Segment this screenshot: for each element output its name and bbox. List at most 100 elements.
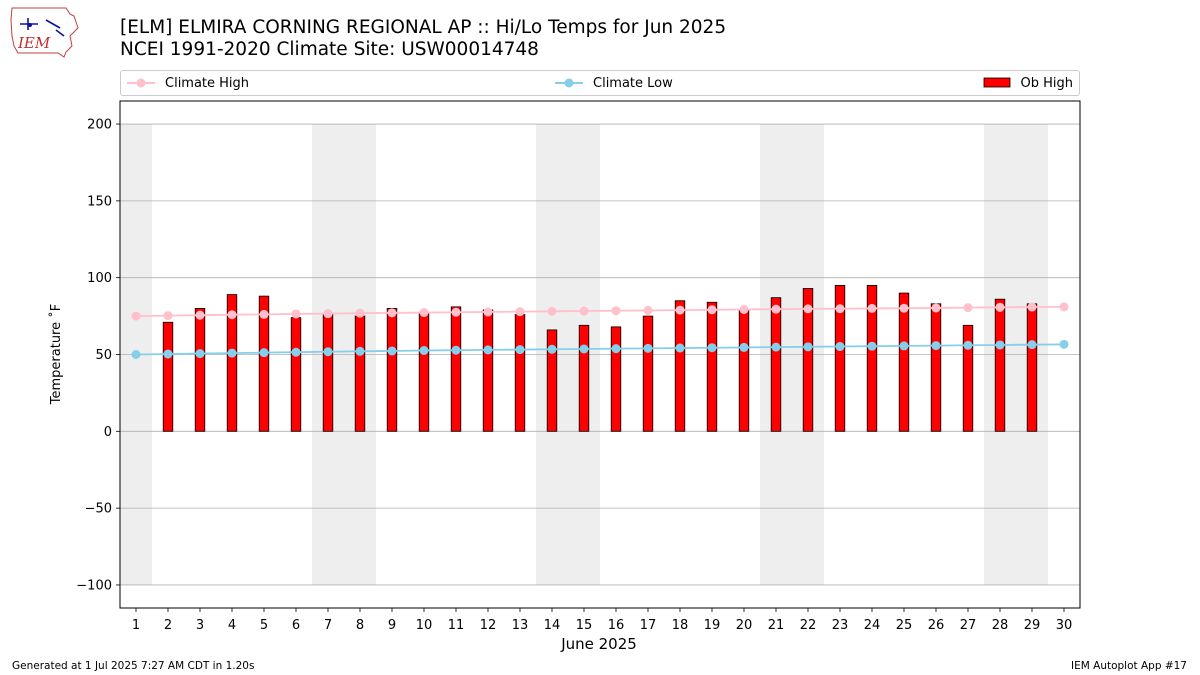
bar-ob-high <box>482 309 494 432</box>
point-climate-high <box>835 304 845 314</box>
footer-app-name: IEM Autoplot App #17 <box>1071 660 1187 672</box>
y-tick-label: 0 <box>104 425 112 440</box>
bar-ob-high <box>418 312 430 432</box>
bar-ob-high <box>290 317 302 432</box>
x-tick-label: 12 <box>480 618 497 633</box>
point-climate-low <box>675 343 685 353</box>
x-tick-label: 10 <box>416 618 433 633</box>
point-climate-high <box>707 305 717 315</box>
point-climate-high <box>1027 302 1037 312</box>
bar-ob-high <box>354 315 366 432</box>
bar-ob-high <box>514 314 526 432</box>
x-tick-label: 21 <box>768 618 785 633</box>
x-tick-label: 18 <box>672 618 689 633</box>
bar-ob-high <box>770 297 782 432</box>
point-climate-low <box>259 348 269 358</box>
point-climate-high <box>611 306 621 316</box>
x-tick-label: 28 <box>992 618 1009 633</box>
bar-ob-high <box>1026 303 1038 432</box>
bar-ob-high <box>546 329 558 432</box>
point-climate-high <box>451 307 461 317</box>
bar-ob-high <box>802 288 814 432</box>
bar-ob-high <box>450 306 462 432</box>
line-climate-low <box>135 343 1065 356</box>
line-climate-high <box>135 305 1065 317</box>
x-tick-label: 25 <box>896 618 913 633</box>
x-tick-label: 13 <box>512 618 529 633</box>
point-climate-low <box>1027 340 1037 350</box>
point-climate-high <box>131 311 141 321</box>
point-climate-high <box>963 303 973 313</box>
x-tick-label: 11 <box>448 618 465 633</box>
point-climate-low <box>163 349 173 359</box>
bar-ob-high <box>994 298 1006 432</box>
x-tick-label: 22 <box>800 618 817 633</box>
bar-ob-high <box>610 326 622 432</box>
x-tick-label: 20 <box>736 618 753 633</box>
point-climate-high <box>323 309 333 319</box>
chart-title-block: [ELM] ELMIRA CORNING REGIONAL AP :: Hi/L… <box>120 17 726 61</box>
point-climate-low <box>739 342 749 352</box>
x-axis-label: June 2025 <box>560 635 637 653</box>
legend-item-climate-low: Climate Low <box>555 71 673 95</box>
legend: Climate High Climate Low Ob High <box>120 70 1080 96</box>
bar-ob-high <box>898 292 910 432</box>
legend-label: Climate High <box>165 75 250 91</box>
x-tick-label: 26 <box>928 618 945 633</box>
footer-generated: Generated at 1 Jul 2025 7:27 AM CDT in 1… <box>12 660 255 672</box>
y-axis-label: Temperature ˚F <box>48 304 64 405</box>
point-climate-high <box>291 309 301 319</box>
logo-text: IEM <box>17 34 51 52</box>
point-climate-low <box>291 347 301 357</box>
point-climate-high <box>387 308 397 318</box>
point-climate-low <box>483 345 493 355</box>
bar-ob-high <box>322 314 334 432</box>
bar-ob-high <box>834 284 846 432</box>
point-climate-low <box>355 346 365 356</box>
x-tick-label: 24 <box>864 618 881 633</box>
bar-ob-high <box>962 324 974 432</box>
point-climate-high <box>355 308 365 318</box>
point-climate-low <box>867 341 877 351</box>
bar-ob-high <box>194 308 206 432</box>
point-climate-low <box>195 349 205 359</box>
legend-item-ob-high: Ob High <box>983 71 1074 95</box>
iem-logo: IEM <box>10 7 79 58</box>
point-climate-low <box>643 343 653 353</box>
point-climate-high <box>867 303 877 313</box>
point-climate-high <box>515 307 525 317</box>
x-tick-label: 27 <box>960 618 977 633</box>
point-climate-high <box>259 309 269 319</box>
point-climate-high <box>483 307 493 317</box>
point-climate-low <box>707 343 717 353</box>
bar-ob-high <box>226 294 238 432</box>
point-climate-low <box>131 350 141 359</box>
x-tick-label: 1 <box>132 618 140 633</box>
x-tick-label: 23 <box>832 618 849 633</box>
legend-item-climate-high: Climate High <box>127 71 249 95</box>
bar-ob-high <box>258 295 270 432</box>
y-tick-label: 100 <box>87 271 112 286</box>
point-climate-low <box>387 346 397 356</box>
legend-line-marker-icon <box>555 78 583 88</box>
point-climate-high <box>739 304 749 314</box>
plot-frame <box>119 100 1081 609</box>
x-tick-label: 3 <box>196 618 204 633</box>
point-climate-low <box>835 342 845 352</box>
point-climate-low <box>579 344 589 354</box>
x-tick-label: 16 <box>608 618 625 633</box>
point-climate-low <box>611 344 621 354</box>
legend-label: Ob High <box>1020 75 1074 91</box>
x-tick-label: 9 <box>388 618 396 633</box>
point-climate-low <box>227 348 237 358</box>
bar-ob-high <box>162 321 174 432</box>
point-climate-high <box>803 304 813 314</box>
point-climate-low <box>1059 339 1069 349</box>
bar-ob-high <box>930 303 942 432</box>
x-tick-label: 5 <box>260 618 268 633</box>
x-tick-label: 30 <box>1056 618 1073 633</box>
y-tick-label: 150 <box>87 194 112 209</box>
point-climate-high <box>227 310 237 320</box>
legend-bar-swatch-icon <box>983 77 1010 88</box>
